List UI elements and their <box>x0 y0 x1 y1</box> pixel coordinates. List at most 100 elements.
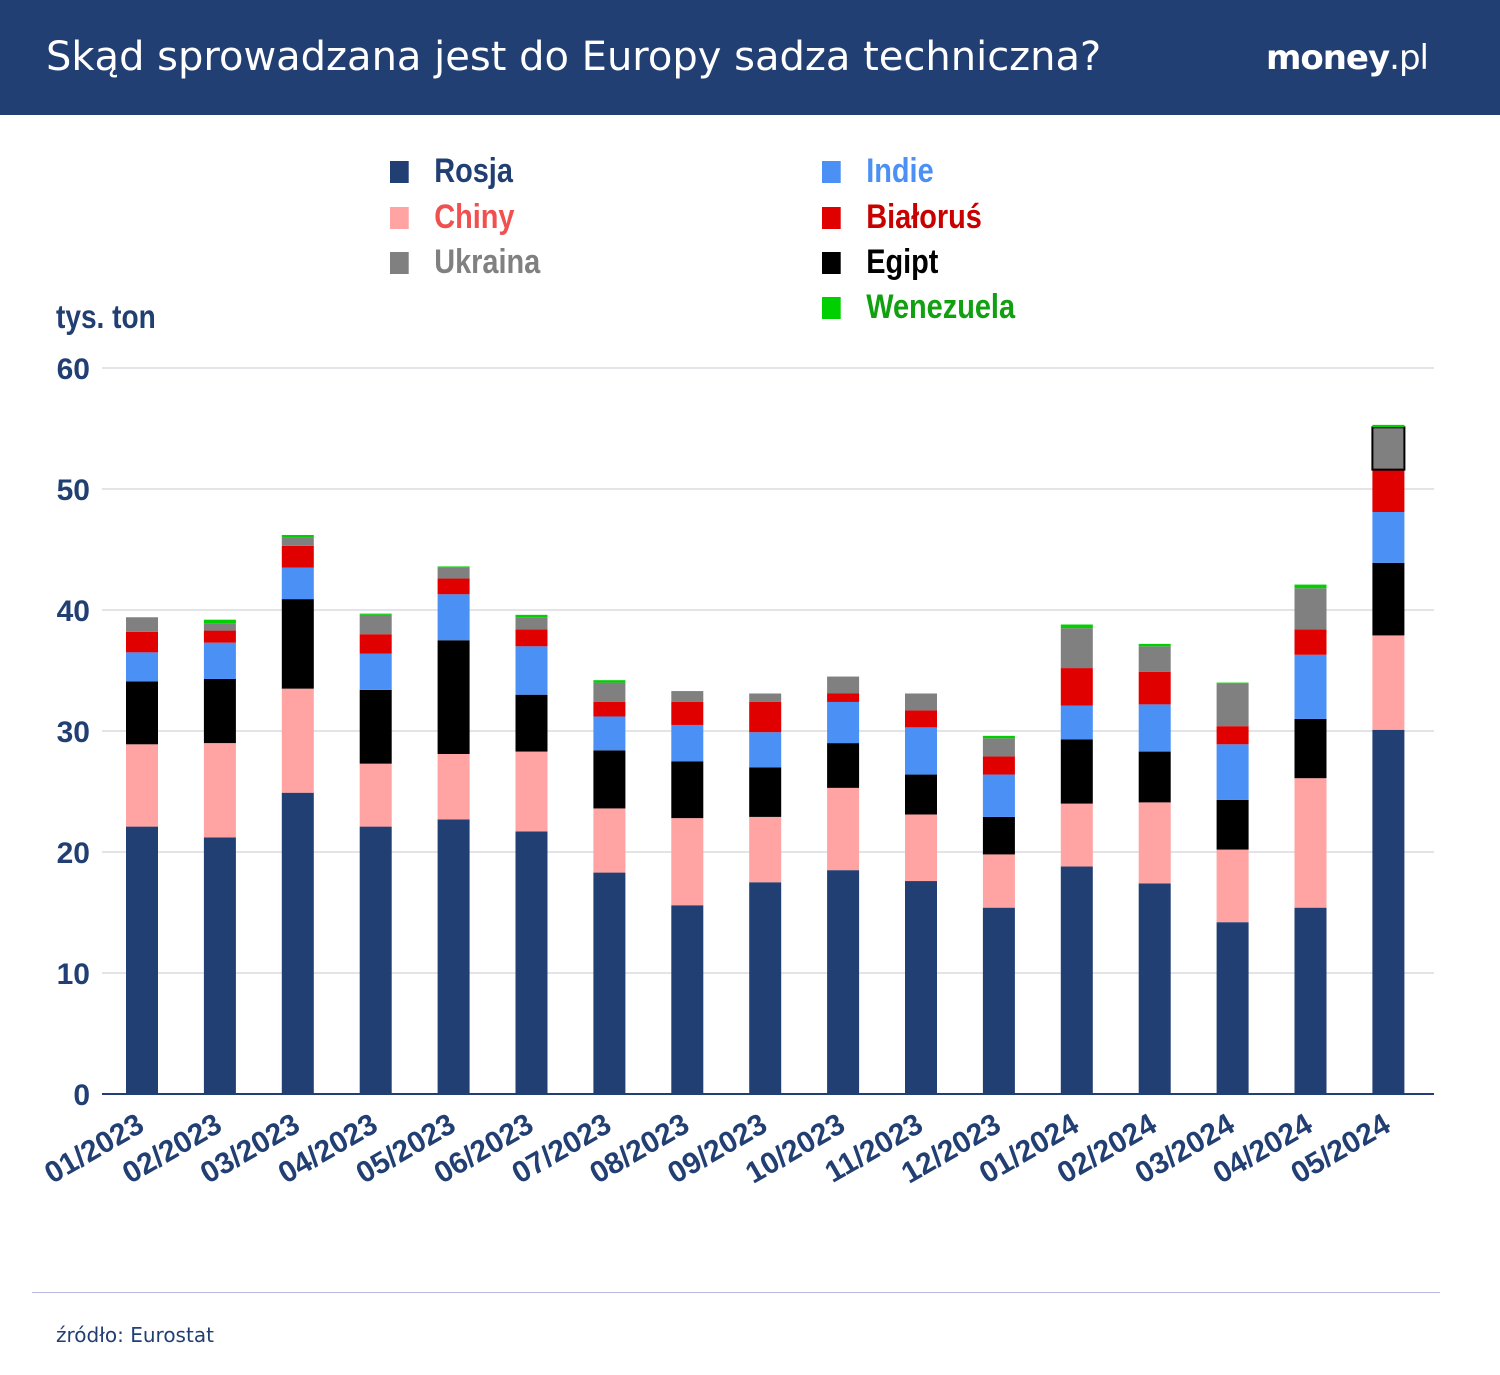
y-tick-label: 10 <box>57 958 90 991</box>
bar-segment-białoruś <box>437 578 470 595</box>
bar-segment-indie <box>437 594 470 641</box>
bar-segment-rosja <box>126 826 158 1094</box>
bar-segment-chiny <box>827 787 860 871</box>
bar-segment-wenezuela <box>1372 424 1405 428</box>
bar-segment-egipt <box>1294 718 1327 779</box>
legend-item-egipt: Egipt <box>822 243 938 282</box>
bar-segment-rosja <box>1138 883 1171 1094</box>
bar-segment-ukraina <box>593 682 626 702</box>
bar-segment-rosja <box>437 819 470 1094</box>
bar-segment-egipt <box>749 767 782 817</box>
bar-segment-chiny <box>671 818 704 906</box>
y-axis-label: tys. ton <box>56 298 156 335</box>
legend-swatch <box>822 251 841 274</box>
bar-segment-chiny <box>281 688 314 793</box>
bar-segment-egipt <box>905 774 937 815</box>
bar-segment-wenezuela <box>1060 624 1093 629</box>
bar-segment-rosja <box>827 870 860 1094</box>
bar-segment-białoruś <box>1060 668 1093 706</box>
money-pl-logo: money.pl <box>1265 38 1429 78</box>
bar-segment-indie <box>515 646 548 695</box>
legend-item-chiny: Chiny <box>390 198 514 237</box>
bar-segment-indie <box>982 774 1015 817</box>
header-bar: Skąd sprowadzana jest do Europy sadza te… <box>0 0 1500 115</box>
bar-segment-indie <box>281 567 314 600</box>
legend-label: Wenezuela <box>866 288 1016 326</box>
bar-segment-rosja <box>359 826 392 1094</box>
bar-segment-egipt <box>281 599 314 689</box>
bar-segment-chiny <box>437 753 470 820</box>
bar-segment-indie <box>1294 654 1327 719</box>
bar-segment-rosja <box>515 831 548 1094</box>
bar-segment-rosja <box>982 907 1015 1094</box>
bar-segment-białoruś <box>515 629 548 647</box>
bar-segment-białoruś <box>203 630 236 643</box>
bar-segment-białoruś <box>1216 726 1249 745</box>
bar-segment-chiny <box>1060 803 1093 867</box>
bar-segment-wenezuela <box>1138 643 1171 647</box>
bar-segment-egipt <box>982 816 1015 855</box>
bar-segment-indie <box>1138 704 1171 752</box>
bar-segment-wenezuela <box>281 534 314 538</box>
bar-segment-ukraina <box>1138 646 1171 672</box>
bar-segment-wenezuela <box>982 735 1015 739</box>
legend-label: Chiny <box>434 198 515 236</box>
legend-swatch <box>390 160 409 183</box>
bar-segment-rosja <box>593 872 626 1094</box>
bar-segment-egipt <box>1060 739 1093 804</box>
bar-segment-ukraina <box>827 676 860 694</box>
y-tick-label: 20 <box>57 837 90 870</box>
bar-segment-rosja <box>1294 907 1327 1094</box>
bar-segment-rosja <box>1216 922 1249 1094</box>
legend-swatch <box>822 160 841 183</box>
bar-segment-wenezuela <box>203 619 236 624</box>
bar-segment-egipt <box>827 743 860 788</box>
bar-segment-egipt <box>515 694 548 752</box>
legend-swatch <box>390 206 409 229</box>
bar-segment-indie <box>126 652 158 682</box>
bar-segment-wenezuela <box>515 614 548 618</box>
bar-segment-białoruś <box>982 756 1015 775</box>
bar-segment-wenezuela <box>1216 682 1249 684</box>
y-tick-label: 30 <box>57 716 90 749</box>
y-tick-label: 40 <box>57 595 90 628</box>
bar-segment-indie <box>905 727 937 775</box>
bar-segment-rosja <box>749 882 782 1094</box>
bar-segment-egipt <box>1138 751 1171 803</box>
bar-segment-wenezuela <box>593 680 626 683</box>
bar-segment-białoruś <box>905 710 937 728</box>
bar-segment-białoruś <box>126 631 158 653</box>
bar-segment-chiny <box>1294 778 1327 908</box>
bar-segment-rosja <box>281 792 314 1094</box>
bar-segment-indie <box>1372 511 1405 563</box>
bar-segment-indie <box>1060 705 1093 740</box>
y-tick-label: 0 <box>73 1079 90 1112</box>
legend-label: Egipt <box>866 243 939 281</box>
bar-segment-białoruś <box>1138 671 1171 705</box>
footer-divider <box>32 1292 1440 1293</box>
legend-label: Indie <box>866 152 934 190</box>
bar-segment-indie <box>593 716 626 751</box>
bar-segment-białoruś <box>281 545 314 568</box>
legend-item-ukraina: Ukraina <box>390 243 540 282</box>
bar-segment-ukraina <box>515 617 548 630</box>
legend-swatch <box>822 296 841 319</box>
bar-segment-ukraina <box>437 567 470 579</box>
bar-segment-ukraina <box>126 617 158 632</box>
bar-segment-chiny <box>982 854 1015 908</box>
bar-segment-białoruś <box>359 634 392 654</box>
bar-segment-ukraina <box>203 623 236 631</box>
bar-segment-wenezuela <box>437 566 470 568</box>
bar-segment-indie <box>749 732 782 768</box>
bar-segment-chiny <box>515 751 548 832</box>
legend-label: Ukraina <box>434 243 541 281</box>
page-title: Skąd sprowadzana jest do Europy sadza te… <box>46 34 1102 80</box>
bar-segment-egipt <box>1372 562 1405 636</box>
legend-label: Białoruś <box>866 198 982 236</box>
bar-segment-indie <box>671 724 704 762</box>
bar-segment-chiny <box>1372 635 1405 730</box>
bar-segment-indie <box>203 642 236 679</box>
legend-label: Rosja <box>434 152 513 190</box>
bar-segment-rosja <box>671 905 704 1094</box>
bar-segment-białoruś <box>749 701 782 733</box>
